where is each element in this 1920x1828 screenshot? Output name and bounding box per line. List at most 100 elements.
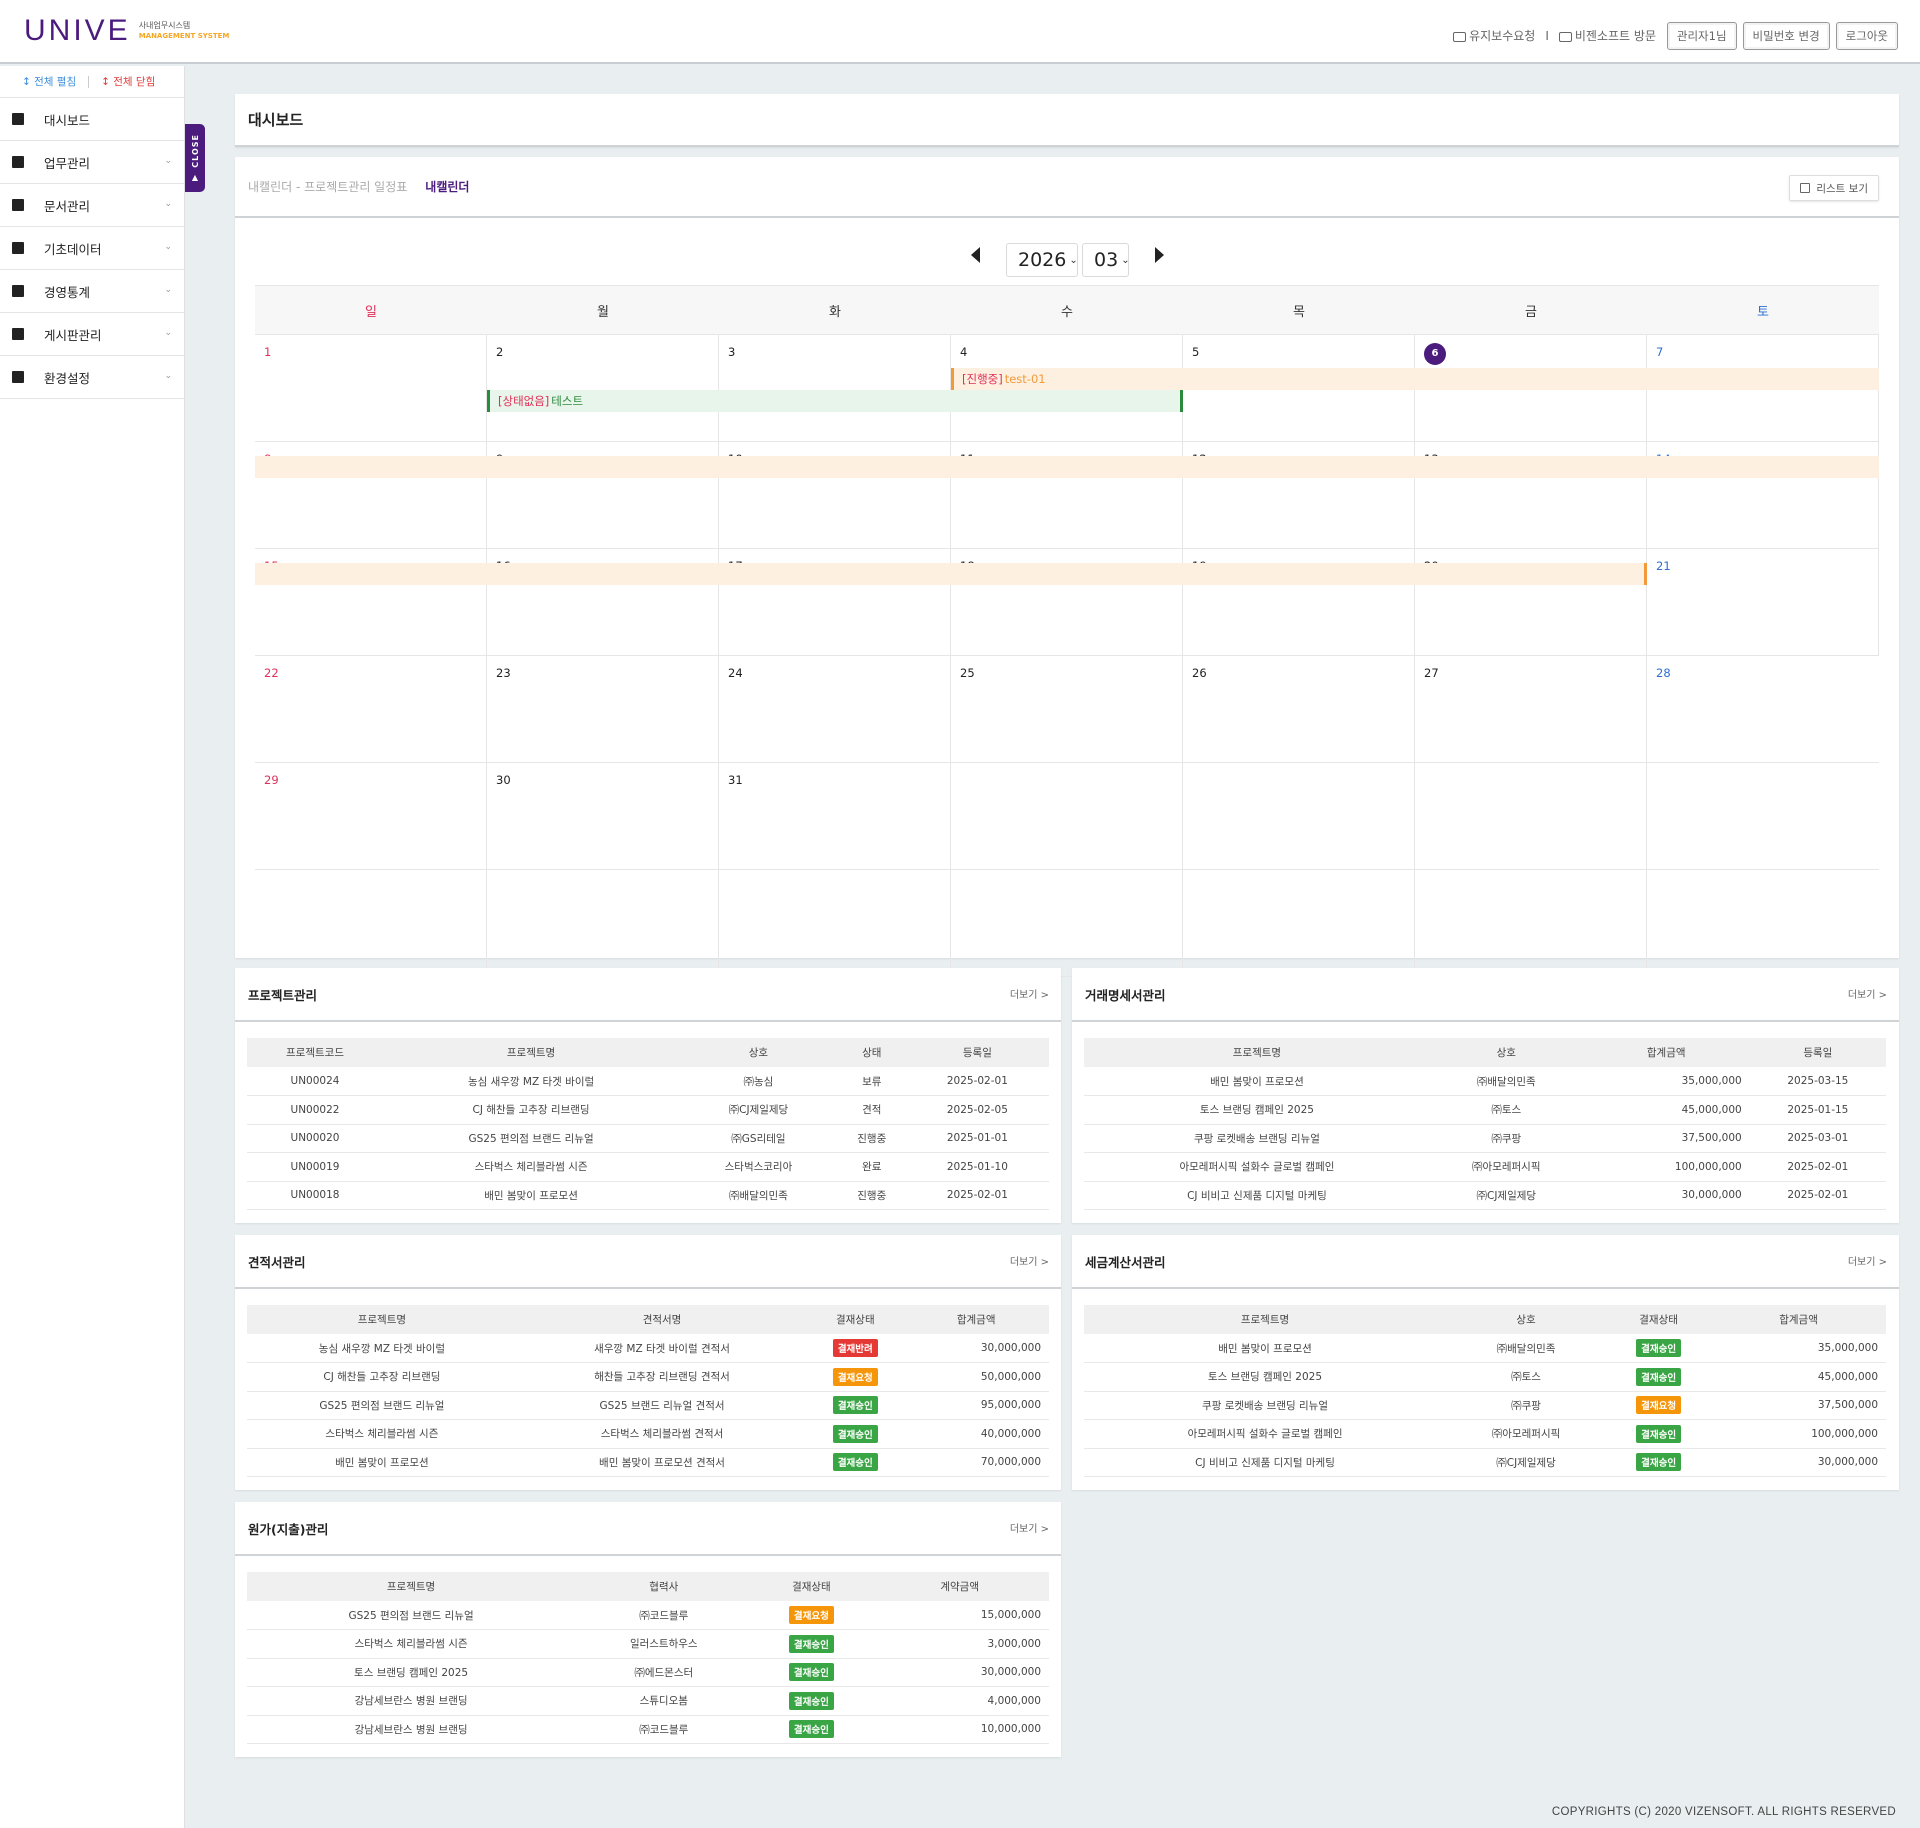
- calendar-day[interactable]: [1415, 763, 1647, 869]
- calendar-day[interactable]: [255, 870, 487, 976]
- sidebar-item[interactable]: 환경설정 ⌄: [0, 356, 184, 399]
- calendar-event[interactable]: [진행중] test-01: [951, 368, 1879, 390]
- table-row[interactable]: UN00019 스타벅스 체리블라썸 시즌 스타벅스코리아 완료 2025-01-10: [247, 1152, 1049, 1182]
- table-cell: 스타벅스 체리블라썸 견적서: [516, 1419, 808, 1449]
- calendar-day[interactable]: [1647, 870, 1879, 976]
- table-row[interactable]: 농심 새우깡 MZ 타겟 바이럴 새우깡 MZ 타겟 바이럴 견적서 결재반려 30,…: [247, 1334, 1049, 1363]
- collapse-all-button[interactable]: ↕ 전체 닫힘: [101, 76, 156, 88]
- more-link[interactable]: 더보기 >: [1009, 1524, 1049, 1535]
- calendar-day[interactable]: [1415, 870, 1647, 976]
- monitor-icon: [1453, 31, 1467, 42]
- weekday-label: 금: [1525, 304, 1537, 320]
- table-row[interactable]: 배민 봄맞이 프로모션 배민 봄맞이 프로모션 견적서 결재승인 70,000,000: [247, 1448, 1049, 1477]
- sidebar-close-tab[interactable]: CLOSE ▲: [185, 124, 205, 192]
- table-row[interactable]: 토스 브랜딩 캠페인 2025 ㈜에드몬스터 결재승인 30,000,000: [247, 1658, 1049, 1687]
- sidebar-item[interactable]: 경영통계 ⌄: [0, 270, 184, 313]
- calendar-day[interactable]: 25: [951, 656, 1183, 762]
- user-button[interactable]: 관리자1님: [1666, 22, 1737, 50]
- visit-link[interactable]: 비젠소프트 방문: [1558, 27, 1656, 44]
- calendar-day[interactable]: 30: [487, 763, 719, 869]
- table-cell: 토스 브랜딩 캠페인 2025: [1084, 1095, 1430, 1125]
- expand-all-button[interactable]: ↕ 전체 펼침: [22, 76, 77, 88]
- calendar-day[interactable]: 27: [1415, 656, 1647, 762]
- table-row[interactable]: 쿠팡 로켓배송 브랜딩 리뉴얼 ㈜쿠팡 37,500,000 2025-03-01: [1084, 1124, 1886, 1153]
- table-cell: GS25 브랜드 리뉴얼 견적서: [516, 1391, 808, 1420]
- calendar-day[interactable]: [1183, 870, 1415, 976]
- calendar-day[interactable]: 23: [487, 656, 719, 762]
- year-select[interactable]: 2026 ⌄: [1006, 243, 1078, 277]
- calendar-day[interactable]: [487, 870, 719, 976]
- calendar-event-continuation[interactable]: [255, 456, 1879, 478]
- table-cell: 100,000,000: [1711, 1419, 1886, 1449]
- table-header: 견적서명: [516, 1305, 808, 1334]
- calendar-event-continuation[interactable]: [255, 563, 1647, 585]
- table-row[interactable]: 배민 봄맞이 프로모션 ㈜배달의민족 결재승인 35,000,000: [1084, 1334, 1886, 1363]
- table-row[interactable]: UN00020 GS25 편의점 브랜드 리뉴얼 ㈜GS리테일 진행중 2025-01-…: [247, 1124, 1049, 1153]
- table-row[interactable]: GS25 편의점 브랜드 리뉴얼 ㈜코드블루 결재요청 15,000,000: [247, 1601, 1049, 1630]
- maintenance-link[interactable]: 유지보수요청: [1453, 27, 1535, 44]
- table-row[interactable]: 스타벅스 체리블라썸 시즌 스타벅스 체리블라썸 견적서 결재승인 40,000,00…: [247, 1419, 1049, 1449]
- calendar-day[interactable]: [951, 763, 1183, 869]
- table-cell: GS25 편의점 브랜드 리뉴얼: [383, 1124, 680, 1153]
- next-month-button[interactable]: [1155, 247, 1164, 263]
- table-cell: 결재승인: [807, 1419, 904, 1449]
- sidebar-item[interactable]: 대시보드: [0, 98, 184, 141]
- table-cell: 아모레퍼시픽 설화수 글로벌 캠페인: [1084, 1419, 1447, 1449]
- table-cell: 견적: [837, 1095, 906, 1125]
- more-link[interactable]: 더보기 >: [1009, 1257, 1049, 1268]
- table-row[interactable]: 아모레퍼시픽 설화수 글로벌 캠페인 ㈜아모레퍼시픽 결재승인 100,000,000: [1084, 1419, 1886, 1449]
- table-row[interactable]: 아모레퍼시픽 설화수 글로벌 캠페인 ㈜아모레퍼시픽 100,000,000 2025…: [1084, 1152, 1886, 1182]
- calendar-day[interactable]: [719, 870, 951, 976]
- calendar-day[interactable]: 2: [487, 335, 719, 441]
- table-row[interactable]: CJ 해찬들 고추장 리브랜딩 해찬들 고추장 리브랜딩 견적서 결재요청 50,00…: [247, 1362, 1049, 1392]
- logo[interactable]: UNIVE 사내업무시스템 MANAGEMENT SYSTEM: [24, 14, 229, 48]
- table-row[interactable]: CJ 비비고 신제품 디지털 마케팅 ㈜CJ제일제당 30,000,000 2025-…: [1084, 1181, 1886, 1210]
- more-link[interactable]: 더보기 >: [1847, 1257, 1887, 1268]
- more-link[interactable]: 더보기 >: [1009, 990, 1049, 1001]
- more-link[interactable]: 더보기 >: [1847, 990, 1887, 1001]
- calendar-day[interactable]: 21: [1647, 549, 1879, 655]
- table-row[interactable]: 토스 브랜딩 캠페인 2025 ㈜토스 결재승인 45,000,000: [1084, 1362, 1886, 1392]
- month-select[interactable]: 03 ⌄: [1082, 243, 1130, 277]
- calendar-day[interactable]: 26: [1183, 656, 1415, 762]
- table-row[interactable]: CJ 비비고 신제품 디지털 마케팅 ㈜CJ제일제당 결재승인 30,000,000: [1084, 1448, 1886, 1477]
- table-row[interactable]: UN00022 CJ 해찬들 고추장 리브랜딩 ㈜CJ제일제당 견적 2025-02-0…: [247, 1095, 1049, 1125]
- table-cell: 37,500,000: [1711, 1391, 1886, 1420]
- sidebar-item[interactable]: 게시판관리 ⌄: [0, 313, 184, 356]
- table-row[interactable]: UN00024 농심 새우깡 MZ 타겟 바이럴 ㈜농심 보류 2025-02-01: [247, 1067, 1049, 1096]
- calendar-day[interactable]: [1183, 763, 1415, 869]
- sidebar-item-label: 대시보드: [44, 112, 91, 128]
- calendar-day[interactable]: 28: [1647, 656, 1879, 762]
- table-row[interactable]: 토스 브랜딩 캠페인 2025 ㈜토스 45,000,000 2025-01-15: [1084, 1095, 1886, 1125]
- sidebar-item[interactable]: 문서관리 ⌄: [0, 184, 184, 227]
- calendar-day[interactable]: 31: [719, 763, 951, 869]
- sidebar-item[interactable]: 업무관리 ⌄: [0, 141, 184, 184]
- change-password-button[interactable]: 비밀번호 변경: [1742, 22, 1830, 50]
- calendar-day[interactable]: 29: [255, 763, 487, 869]
- table-row[interactable]: UN00018 배민 봄맞이 프로모션 ㈜배달의민족 진행중 2025-02-01: [247, 1181, 1049, 1210]
- table-row[interactable]: 스타벅스 체리블라썸 시즌 일러스트하우스 결재승인 3,000,000: [247, 1629, 1049, 1659]
- table-row[interactable]: 쿠팡 로켓배송 브랜딩 리뉴얼 ㈜쿠팡 결재요청 37,500,000: [1084, 1391, 1886, 1420]
- calendar-day[interactable]: [1647, 763, 1879, 869]
- table-cell: 2025-01-15: [1749, 1095, 1886, 1125]
- calendar-day[interactable]: 22: [255, 656, 487, 762]
- calendar-day[interactable]: 1: [255, 335, 487, 441]
- table-cell: 배민 봄맞이 프로모션: [1084, 1067, 1430, 1096]
- calendar-day[interactable]: 24: [719, 656, 951, 762]
- calendar-event[interactable]: [상태없음] 테스트: [487, 390, 1183, 412]
- table-row[interactable]: 강남세브란스 병원 브랜딩 ㈜코드블루 결재승인 10,000,000: [247, 1715, 1049, 1744]
- list-view-button[interactable]: 리스트 보기: [1789, 175, 1879, 201]
- day-number: 4: [960, 345, 968, 359]
- calendar-day[interactable]: [951, 870, 1183, 976]
- table-row[interactable]: 강남세브란스 병원 브랜딩 스튜디오봄 결재승인 4,000,000: [247, 1686, 1049, 1716]
- table-row[interactable]: 배민 봄맞이 프로모션 ㈜배달의민족 35,000,000 2025-03-15: [1084, 1067, 1886, 1096]
- card-title: 견적서관리: [248, 1254, 306, 1270]
- sidebar-item[interactable]: 기초데이터 ⌄: [0, 227, 184, 270]
- prev-month-button[interactable]: [971, 247, 980, 263]
- logout-button[interactable]: 로그아웃: [1835, 22, 1898, 50]
- breadcrumb[interactable]: 내캘린더 - 프로젝트관리 일정표: [248, 180, 408, 194]
- table-header: 프로젝트코드: [247, 1038, 383, 1067]
- table-row[interactable]: GS25 편의점 브랜드 리뉴얼 GS25 브랜드 리뉴얼 견적서 결재승인 95,0…: [247, 1391, 1049, 1420]
- calendar-week: 22 23 24 25 26 27 28: [255, 656, 1879, 763]
- calendar-day[interactable]: 3: [719, 335, 951, 441]
